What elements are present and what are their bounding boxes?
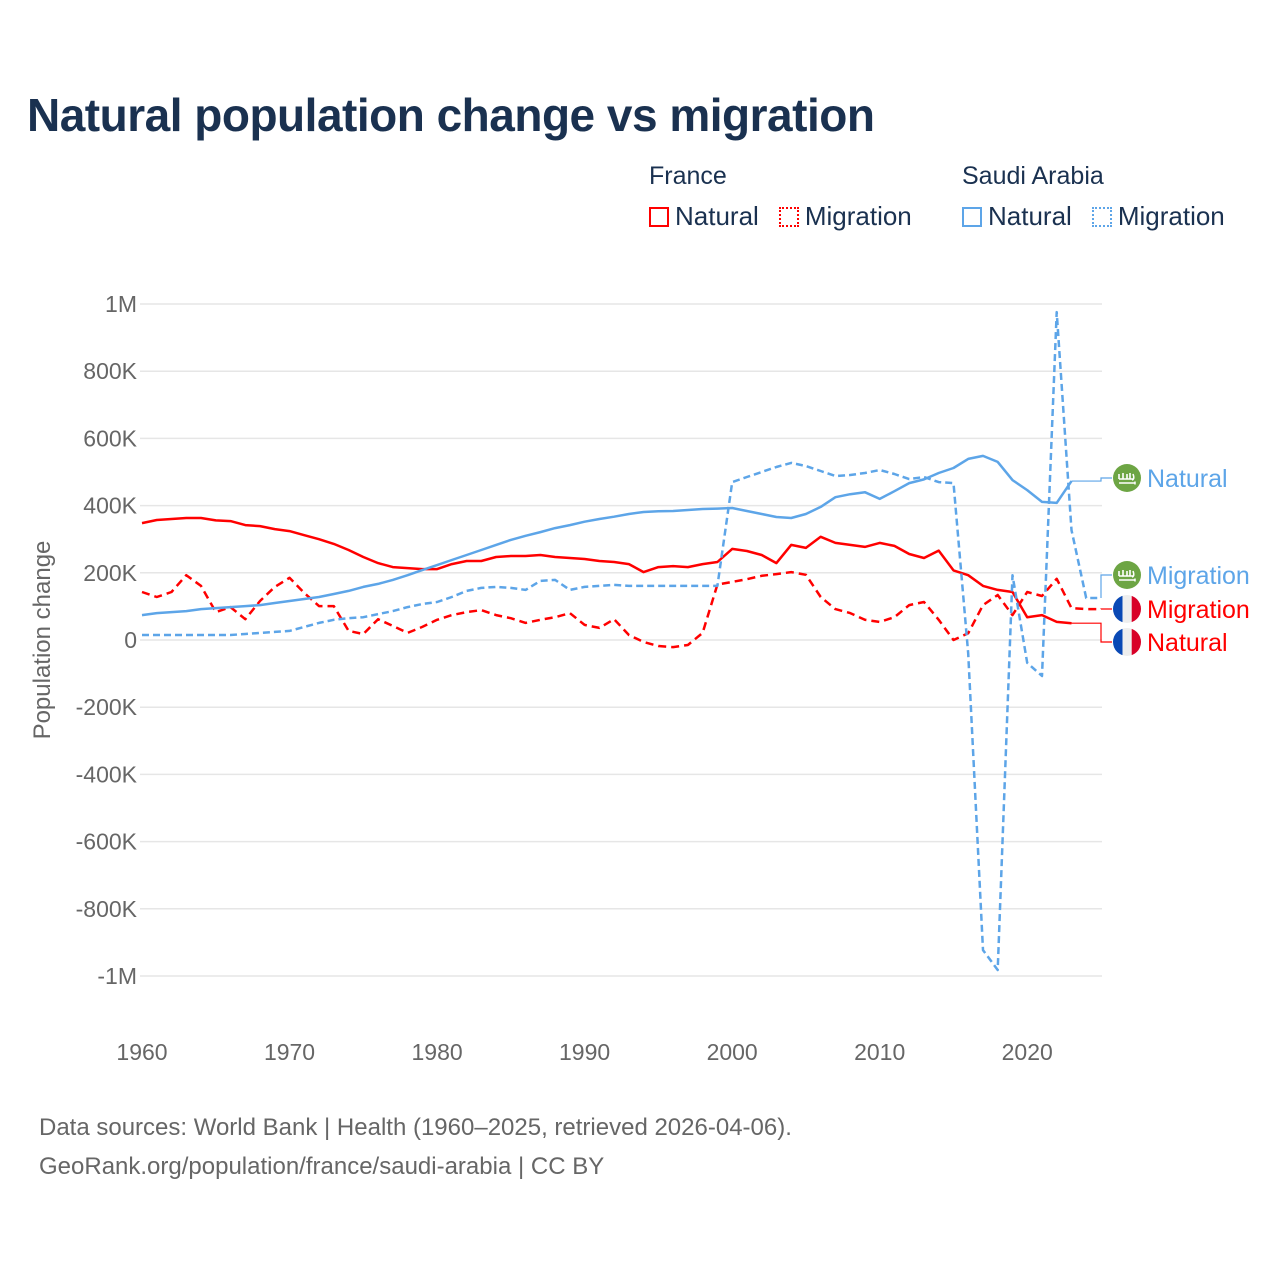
legend-heading-france: France (649, 162, 727, 190)
saudi-flag-icon (1113, 464, 1141, 492)
legend-heading-saudi-arabia: Saudi Arabia (962, 162, 1104, 190)
x-tick-label: 1980 (411, 1039, 462, 1065)
y-tick-label: -800K (76, 896, 138, 922)
y-axis-label: Population change (29, 541, 56, 740)
flag-sword (1119, 578, 1136, 582)
flag-sword (1119, 481, 1136, 485)
y-tick-label: 600K (83, 425, 137, 451)
legend-group-saudi-arabia: Saudi Arabia Natural Migration (962, 162, 1225, 232)
saudi-flag-icon (1113, 561, 1141, 589)
legend-swatch-dotted (778, 206, 799, 227)
label-connector (1100, 574, 1112, 598)
legend-label: Migration (804, 201, 912, 231)
france-flag-icon (1113, 628, 1141, 656)
legend-swatch-solid (962, 206, 982, 227)
flag-stripe-white (1122, 628, 1132, 656)
source-url-text[interactable]: GeoRank.org/population/france/saudi-arab… (39, 1153, 605, 1180)
flag-script (1118, 570, 1135, 578)
legend-label: Migration (1117, 201, 1225, 231)
x-tick-label: 1970 (264, 1039, 315, 1065)
series-line-france-migration (141, 570, 1101, 649)
legend-group-france: France Natural Migration (649, 162, 912, 232)
y-tick-label: 1M (105, 291, 137, 317)
x-tick-label: 1960 (116, 1039, 167, 1065)
series-line-france-natural (141, 516, 1072, 625)
legend-item-saudi-migration[interactable]: Migration (1091, 201, 1225, 232)
legend-swatch-dotted (1091, 206, 1112, 227)
flag-stripe-red (1131, 628, 1141, 656)
y-tick-label: 800K (83, 358, 137, 384)
legend-item-saudi-natural[interactable]: Natural (962, 201, 1072, 232)
series-end-label: Migration (1147, 596, 1250, 624)
series-line-saudi-arabia-migration (142, 310, 1101, 972)
footer: Data sources: World Bank | Health (1960–… (39, 1108, 792, 1186)
legend-swatch-solid (649, 206, 669, 227)
y-tick-label: 200K (83, 560, 137, 586)
y-tick-label: -200K (76, 694, 138, 720)
legend-label: Natural (988, 201, 1072, 231)
legend-label: Natural (675, 201, 759, 231)
y-tick-label: 0 (124, 627, 137, 653)
series-line-saudi-arabia-natural (141, 454, 1073, 617)
series-end-label: Natural (1147, 465, 1228, 493)
x-tick-label: 2000 (707, 1039, 758, 1065)
series-end-label: Migration (1147, 562, 1250, 590)
label-connector (1071, 477, 1112, 482)
series-end-label: Natural (1147, 629, 1228, 657)
x-tick-label: 2020 (1002, 1039, 1053, 1065)
data-source-text: Data sources: World Bank | Health (1960–… (39, 1114, 792, 1141)
flag-stripe-blue (1113, 595, 1123, 623)
x-tick-label: 2010 (854, 1039, 905, 1065)
flag-stripe-red (1131, 595, 1141, 623)
y-tick-label: -400K (76, 761, 138, 787)
y-tick-label: -1M (97, 963, 137, 989)
flag-script (1118, 473, 1135, 481)
france-flag-icon (1113, 595, 1141, 623)
y-tick-label: -600K (76, 829, 138, 855)
chart-title: Natural population change vs migration (27, 89, 875, 141)
flag-stripe-white (1122, 595, 1132, 623)
label-connector (1071, 622, 1112, 643)
legend-item-france-natural[interactable]: Natural (649, 201, 759, 232)
x-tick-label: 1990 (559, 1039, 610, 1065)
legend-item-france-migration[interactable]: Migration (778, 201, 912, 232)
y-tick-label: 400K (83, 493, 137, 519)
flag-stripe-blue (1113, 628, 1123, 656)
